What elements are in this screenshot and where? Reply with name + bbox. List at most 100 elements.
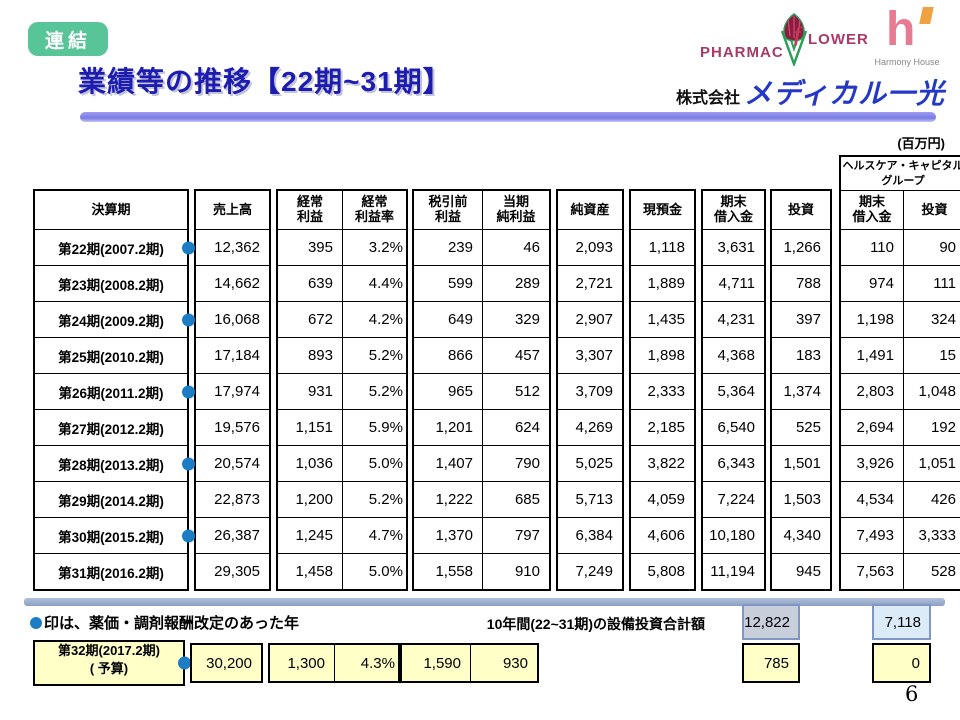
table-row: 1,558 910 <box>414 553 549 589</box>
table-row: 3,822 <box>631 445 694 481</box>
value-cell: 4,368 <box>717 347 755 364</box>
value-cell: 965 <box>447 383 473 400</box>
value-cell: 3,631 <box>717 239 755 256</box>
company-name-text: メディカル一光 <box>744 78 946 109</box>
value-cell: 4.2% <box>342 302 406 337</box>
value-cell: 3,307 <box>575 347 613 364</box>
value-cell: 4,340 <box>783 527 821 544</box>
period-cell: 第29期(2014.2期) <box>58 493 164 509</box>
table-row: 26,387 <box>196 517 269 553</box>
company-prefix: 株式会社 <box>676 90 741 107</box>
consolidated-badge: 連結 <box>28 22 108 56</box>
healthcare-group-title: ヘルスケア・キャピタル グループ <box>841 157 960 191</box>
value-cell: 649 <box>447 311 473 328</box>
table-row: 672 4.2% <box>278 301 406 337</box>
value-cell: 512 <box>482 374 549 409</box>
value-cell: 10,180 <box>709 527 755 544</box>
value-cell: 1,198 <box>856 311 894 328</box>
table-row: 1,458 5.0% <box>278 553 406 589</box>
period-cell: 第24期(2009.2期) <box>35 302 195 337</box>
budget-investment-cell: 785 <box>742 643 800 683</box>
budget-period-line2: ( 予算) <box>89 661 129 677</box>
column-header: 現預金 <box>642 201 682 217</box>
harmony-house-logo: h Harmony House <box>866 6 948 68</box>
period-cell: 第30期(2015.2期) <box>35 518 195 553</box>
value-cell: 910 <box>482 554 549 589</box>
value-cell: 525 <box>795 419 821 436</box>
table-row: 5,808 <box>631 553 694 589</box>
table-row: 1,435 <box>631 301 694 337</box>
column-header: 投資 <box>787 201 814 217</box>
table-row: 第28期(2013.2期) <box>35 445 195 481</box>
table-row: 第31期(2016.2期) <box>35 553 187 589</box>
budget-ordinary-profit-cell: 1,300 <box>287 654 325 672</box>
table-row: 1,503 <box>772 481 830 517</box>
value-cell: 2,093 <box>575 239 613 256</box>
table-row: 931 5.2% <box>278 373 406 409</box>
table-row: 239 46 <box>414 230 549 265</box>
table-row: 4,606 <box>631 517 694 553</box>
data-column-group: 税引前 利益 当期 純利益 239 46 599 289 649 329 866 457 965 51… <box>412 189 551 591</box>
table-row: 1,374 <box>772 373 830 409</box>
table-row: 1,151 5.9% <box>278 409 406 445</box>
value-cell: 7,563 <box>856 563 894 580</box>
value-cell: 2,803 <box>856 383 894 400</box>
revision-dot <box>178 656 191 670</box>
table-row: 1,898 <box>631 337 694 373</box>
value-cell: 6,540 <box>717 419 755 436</box>
value-cell: 1,501 <box>783 455 821 472</box>
value-cell: 1,201 <box>435 419 473 436</box>
table-row: 第26期(2011.2期) <box>35 373 195 409</box>
table-row: 1,491 15 <box>841 337 960 373</box>
value-cell: 5.2% <box>342 338 406 373</box>
table-row: 第25期(2010.2期) <box>35 337 187 373</box>
investment-summary-label: 10年間(22~31期)の設備投資合計額 <box>486 616 705 632</box>
value-cell: 7,224 <box>717 491 755 508</box>
value-cell: 3,333 <box>903 518 960 553</box>
value-cell: 1,200 <box>295 491 333 508</box>
period-cell: 第22期(2007.2期) <box>35 230 195 265</box>
table-row: 1,245 4.7% <box>278 517 406 553</box>
page-title: 業績等の推移【22期~31期】 <box>78 66 452 97</box>
value-cell: 2,333 <box>647 383 685 400</box>
pharmacy-logo-text-left: PHARMAC <box>700 44 784 61</box>
column-header: 経常 利益 <box>296 194 323 224</box>
revision-dot <box>182 457 195 470</box>
value-cell: 1,118 <box>648 239 685 256</box>
table-row: 2,907 <box>558 301 622 337</box>
value-cell: 1,222 <box>435 491 473 508</box>
value-cell: 1,407 <box>435 455 473 472</box>
table-row: 397 <box>772 301 830 337</box>
value-cell: 4,059 <box>647 491 685 508</box>
harmony-house-h-icon: h <box>886 6 934 54</box>
revision-dot <box>182 313 195 326</box>
value-cell: 5.0% <box>342 446 406 481</box>
table-row: 19,576 <box>196 409 269 445</box>
value-cell: 788 <box>795 275 821 292</box>
table-row: 1,198 324 <box>841 301 960 337</box>
table-row: 22,873 <box>196 481 269 517</box>
table-row: 第27期(2012.2期) <box>35 409 187 445</box>
table-row: 1,200 5.2% <box>278 481 406 517</box>
table-row: 2,694 192 <box>841 409 960 445</box>
table-row: 6,540 <box>703 409 764 445</box>
revision-dot-icon <box>30 616 42 629</box>
value-cell: 111 <box>903 266 960 301</box>
budget-pretax-group: 1,590 930 <box>400 643 539 683</box>
table-row: 5,713 <box>558 481 622 517</box>
table-row: 第30期(2015.2期) <box>35 517 195 553</box>
table-row: 1,501 <box>772 445 830 481</box>
period-cell: 第28期(2013.2期) <box>35 446 195 481</box>
table-row: 4,711 <box>703 265 764 301</box>
table-row: 29,305 <box>196 553 269 589</box>
value-cell: 2,185 <box>647 419 685 436</box>
table-row: 893 5.2% <box>278 337 406 373</box>
value-cell: 945 <box>795 563 821 580</box>
value-cell: 1,374 <box>783 383 821 400</box>
value-cell: 4.4% <box>342 266 406 301</box>
hc-investment-total-cell: 7,118 <box>872 604 931 640</box>
period-cell: 第23期(2008.2期) <box>58 277 164 293</box>
revision-note-text: 印は、薬価・調剤報酬改定のあった年 <box>44 615 300 632</box>
data-column-group: 売上高 12,362 14,662 16,068 17,184 17,974 19,576 2… <box>194 189 271 591</box>
table-row: 第23期(2008.2期) <box>35 265 187 301</box>
